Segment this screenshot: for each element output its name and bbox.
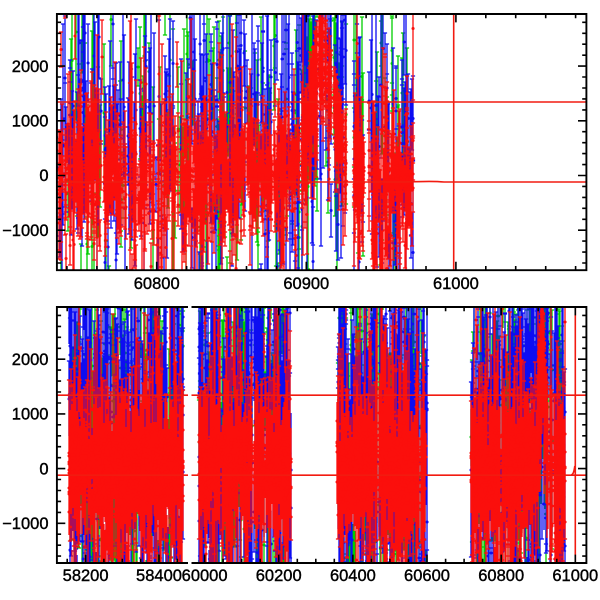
- svg-text:61000: 61000: [552, 567, 598, 585]
- svg-text:−1000: −1000: [2, 515, 48, 533]
- svg-text:58200: 58200: [63, 567, 109, 585]
- svg-text:0: 0: [39, 167, 48, 185]
- svg-text:60800: 60800: [134, 275, 180, 293]
- svg-text:60000: 60000: [182, 567, 228, 585]
- svg-text:0: 0: [39, 460, 48, 478]
- svg-text:60600: 60600: [404, 567, 450, 585]
- svg-text:2000: 2000: [12, 351, 49, 369]
- svg-text:60400: 60400: [330, 567, 376, 585]
- svg-text:−1000: −1000: [2, 222, 48, 240]
- svg-text:2000: 2000: [12, 58, 49, 76]
- svg-text:60900: 60900: [283, 275, 329, 293]
- svg-text:60800: 60800: [478, 567, 524, 585]
- svg-text:58400: 58400: [136, 567, 182, 585]
- svg-text:1000: 1000: [12, 406, 49, 424]
- svg-text:61000: 61000: [433, 275, 479, 293]
- svg-text:60200: 60200: [256, 567, 302, 585]
- svg-text:1000: 1000: [12, 113, 49, 131]
